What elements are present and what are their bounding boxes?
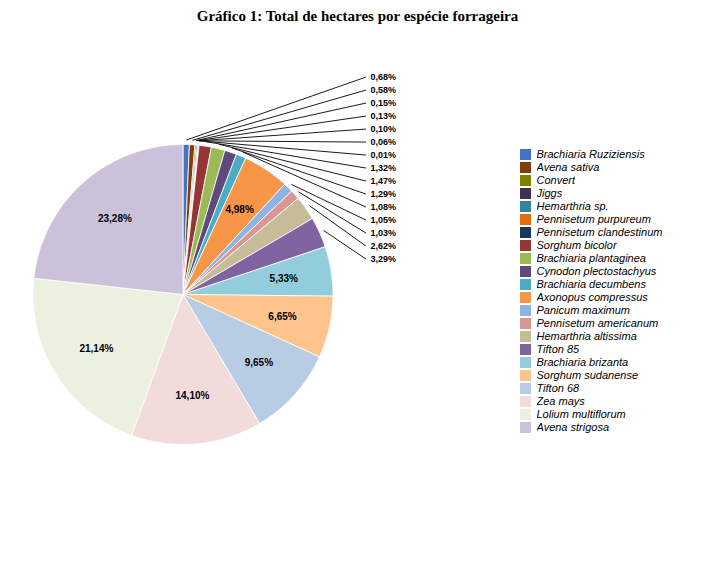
svg-text:4,98%: 4,98% bbox=[225, 204, 253, 215]
svg-text:0,01%: 0,01% bbox=[371, 150, 397, 160]
svg-text:5,33%: 5,33% bbox=[270, 273, 298, 284]
svg-text:0,10%: 0,10% bbox=[371, 124, 397, 134]
html-text:Lolium multiflorum: Lolium multiflorum bbox=[536, 408, 626, 421]
svg-text:2,62%: 2,62% bbox=[371, 241, 397, 251]
html-text:Pennisetum purpureum: Pennisetum purpureum bbox=[536, 213, 651, 226]
svg-text:0,58%: 0,58% bbox=[371, 85, 397, 95]
svg-text:0,68%: 0,68% bbox=[371, 72, 397, 82]
html-text:Avena strigosa: Avena strigosa bbox=[536, 421, 610, 434]
svg-text:9,65%: 9,65% bbox=[245, 357, 273, 368]
html-text:Brachiaria Ruziziensis: Brachiaria Ruziziensis bbox=[536, 148, 645, 161]
svg-text:0,13%: 0,13% bbox=[371, 111, 397, 121]
html-text:Sorghum bicolor: Sorghum bicolor bbox=[536, 239, 617, 252]
html-text:Sorghum sudanense: Sorghum sudanense bbox=[536, 369, 638, 382]
svg-text:0,15%: 0,15% bbox=[371, 98, 397, 108]
html-text:Gráfico 1: Total de hectares p: Gráfico 1: Total de hectares por espécie… bbox=[196, 8, 519, 24]
html-text:Convert: Convert bbox=[536, 174, 575, 187]
html-text:Axonopus compressus: Axonopus compressus bbox=[536, 291, 648, 304]
svg-text:1,08%: 1,08% bbox=[371, 202, 397, 212]
svg-text:1,03%: 1,03% bbox=[371, 228, 397, 238]
html-text:Pennisetum americanum: Pennisetum americanum bbox=[536, 317, 659, 330]
html-text:Hemarthria sp.: Hemarthria sp. bbox=[536, 200, 609, 213]
svg-text:1,05%: 1,05% bbox=[371, 215, 397, 225]
svg-text:3,29%: 3,29% bbox=[371, 254, 397, 264]
svg-text:0,06%: 0,06% bbox=[371, 137, 397, 147]
svg-text:1,29%: 1,29% bbox=[371, 189, 397, 199]
svg-text:1,32%: 1,32% bbox=[371, 163, 397, 173]
html-text:Tifton 68: Tifton 68 bbox=[536, 382, 580, 395]
html-text:Brachiaria decumbens: Brachiaria decumbens bbox=[536, 278, 646, 291]
html-text:Jiggs: Jiggs bbox=[536, 187, 563, 200]
svg-text:23,28%: 23,28% bbox=[98, 213, 132, 224]
html-text:Panicum maximum: Panicum maximum bbox=[536, 304, 630, 317]
html-text:Hemarthria altissima: Hemarthria altissima bbox=[536, 330, 637, 343]
svg-text:6,65%: 6,65% bbox=[268, 311, 296, 322]
html-text:Tifton 85: Tifton 85 bbox=[536, 343, 580, 356]
html-text:Avena sativa: Avena sativa bbox=[536, 161, 600, 174]
svg-text:1,47%: 1,47% bbox=[371, 176, 397, 186]
html-text:Cynodon plectostachyus: Cynodon plectostachyus bbox=[536, 265, 657, 278]
html-text:Zea mays: Zea mays bbox=[536, 395, 585, 408]
html-text:Pennisetum clandestinum: Pennisetum clandestinum bbox=[536, 226, 663, 239]
svg-text:21,14%: 21,14% bbox=[79, 343, 113, 354]
svg-text:14,10%: 14,10% bbox=[175, 390, 209, 401]
html-text:Brachiaria brizanta: Brachiaria brizanta bbox=[536, 356, 629, 369]
html-text:Brachiaria plantaginea: Brachiaria plantaginea bbox=[536, 252, 646, 265]
